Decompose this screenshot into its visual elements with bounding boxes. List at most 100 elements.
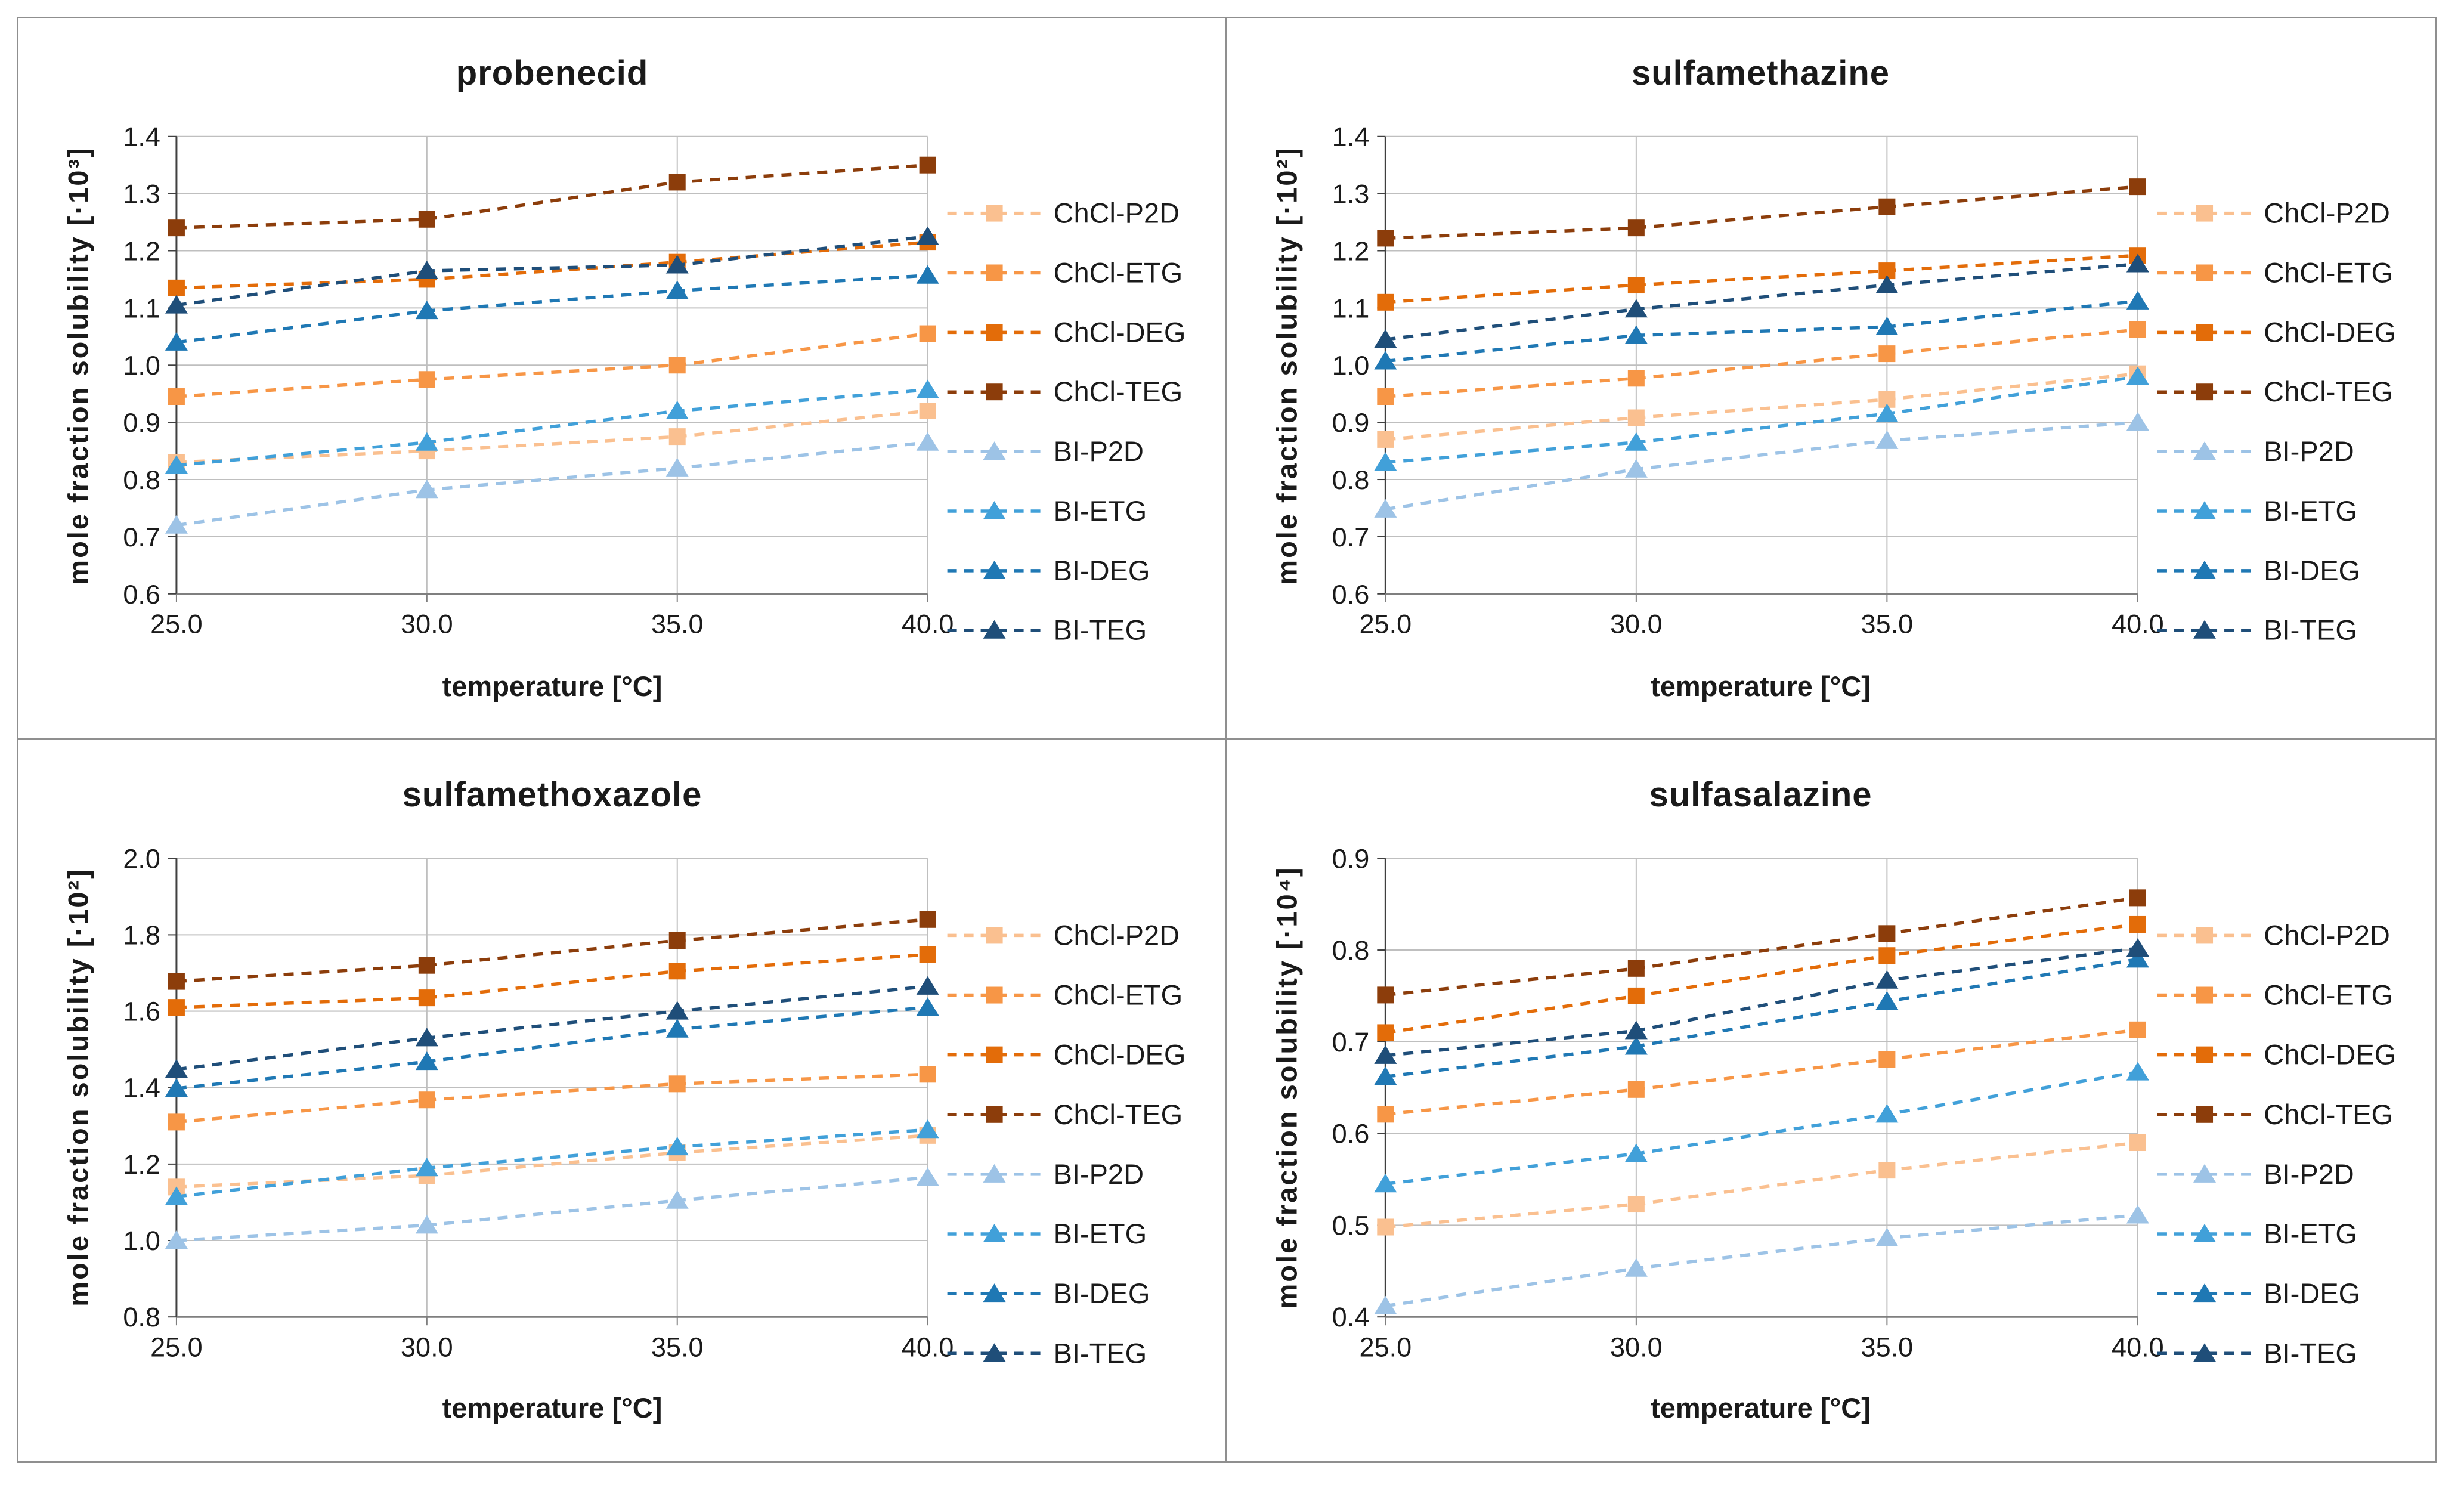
series-marker-BI-DEG — [2126, 948, 2149, 967]
svg-text:30.0: 30.0 — [401, 609, 453, 639]
legend-swatch-marker — [2193, 1342, 2216, 1362]
series-marker-BI-TEG — [665, 1001, 689, 1020]
series-marker-ChCl-DEG — [668, 962, 686, 979]
legend: ChCl-P2D ChCl-ETG ChCl-DEG ChCl-TEG BI-P2D BI… — [2157, 197, 2396, 646]
gridlines — [176, 135, 928, 594]
series-marker-ChCl-P2D — [1878, 1161, 1895, 1178]
y-tick-labels: 0.6 0.7 0.8 0.9 1.0 1.1 1.2 1.3 1.4 — [123, 122, 160, 610]
series-ChCl-P2D — [1376, 365, 2146, 448]
series-marker-ChCl-ETG — [1627, 1081, 1645, 1098]
series-line-ChCl-ETG — [1385, 1028, 2138, 1116]
series-marker-ChCl-ETG — [2129, 1021, 2146, 1038]
y-tick-labels: 0.4 0.5 0.6 0.7 0.8 0.9 — [1332, 843, 1369, 1332]
series-line-ChCl-TEG — [1385, 185, 2138, 240]
legend-swatch-marker — [2196, 383, 2213, 401]
chart-panel-sulfamethazine: 0.6 0.7 0.8 0.9 1.0 1.1 1.2 1.3 1.4 25.0 30.0 35.0 4… — [1227, 18, 2435, 740]
svg-text:25.0: 25.0 — [150, 609, 203, 639]
series-marker-BI-DEG — [1373, 351, 1397, 370]
series-BI-ETG — [1373, 366, 2149, 471]
y-tick-labels: 0.6 0.7 0.8 0.9 1.0 1.1 1.2 1.3 1.4 — [1332, 122, 1369, 610]
legend-label: ChCl-ETG — [2264, 979, 2393, 1010]
gridlines — [1385, 135, 2138, 594]
series-line-ChCl-DEG — [176, 952, 928, 1009]
svg-text:0.8: 0.8 — [123, 1302, 160, 1332]
series-marker-ChCl-ETG — [418, 1091, 435, 1108]
series-ChCl-ETG — [168, 1065, 936, 1130]
series-marker-BI-ETG — [2126, 366, 2149, 385]
series-ChCl-DEG — [1376, 247, 2146, 311]
series-ChCl-TEG — [1376, 889, 2146, 1003]
svg-text:0.6: 0.6 — [1332, 579, 1369, 610]
series-marker-BI-ETG — [1624, 432, 1648, 451]
series-marker-BI-TEG — [165, 1059, 188, 1078]
series-marker-ChCl-TEG — [1627, 960, 1645, 977]
series-marker-BI-ETG — [665, 401, 689, 419]
chart-panel-probenecid: 0.6 0.7 0.8 0.9 1.0 1.1 1.2 1.3 1.4 25.0 30.0 35.0 4… — [18, 18, 1227, 740]
x-tick-labels: 25.0 30.0 35.0 40.0 — [150, 609, 954, 639]
series-line-ChCl-TEG — [176, 163, 928, 230]
chart-title: sulfamethazine — [1632, 54, 1890, 92]
legend-label: BI-P2D — [1054, 1158, 1144, 1189]
series-ChCl-DEG — [1376, 915, 2146, 1041]
legend-label: BI-P2D — [2264, 435, 2354, 467]
chart-title: sulfamethoxazole — [402, 775, 702, 814]
series-marker-ChCl-TEG — [168, 973, 185, 990]
legend-label: ChCl-DEG — [1054, 1038, 1186, 1070]
svg-text:40.0: 40.0 — [2112, 609, 2164, 639]
legend-item-ChCl-DEG: ChCl-DEG — [2157, 316, 2396, 348]
series-marker-ChCl-ETG — [919, 1065, 936, 1082]
series-marker-BI-ETG — [1875, 1103, 1898, 1122]
legend-item-BI-ETG: BI-ETG — [947, 495, 1147, 527]
series-marker-ChCl-TEG — [1376, 230, 1394, 247]
x-axis-label: temperature [°C] — [1651, 670, 1871, 702]
svg-text:0.5: 0.5 — [1332, 1210, 1369, 1240]
series-ChCl-TEG — [168, 911, 936, 990]
series-line-ChCl-TEG — [1385, 896, 2138, 997]
series-line-BI-P2D — [176, 440, 928, 527]
legend-item-ChCl-P2D: ChCl-P2D — [947, 197, 1180, 229]
series-marker-ChCl-TEG — [668, 932, 686, 949]
series-marker-ChCl-P2D — [1627, 409, 1645, 426]
legend-item-BI-ETG: BI-ETG — [947, 1218, 1147, 1249]
legend-item-ChCl-ETG: ChCl-ETG — [2157, 257, 2393, 288]
series-marker-BI-P2D — [916, 1167, 939, 1186]
series-line-BI-DEG — [176, 1005, 928, 1090]
legend-swatch-marker — [986, 205, 1003, 222]
legend-label: BI-DEG — [1054, 555, 1150, 586]
series-marker-ChCl-TEG — [1878, 924, 1895, 942]
series-marker-ChCl-ETG — [1878, 345, 1895, 363]
svg-text:35.0: 35.0 — [1861, 1332, 1913, 1362]
legend-item-BI-ETG: BI-ETG — [2157, 1218, 2357, 1249]
series-line-BI-ETG — [1385, 375, 2138, 465]
series-marker-ChCl-ETG — [668, 1075, 686, 1092]
series-line-ChCl-P2D — [176, 1133, 928, 1189]
series-marker-ChCl-DEG — [919, 946, 936, 963]
svg-text:1.3: 1.3 — [123, 179, 160, 209]
legend-item-ChCl-ETG: ChCl-ETG — [947, 256, 1183, 288]
series-BI-TEG — [1373, 938, 2149, 1064]
svg-text:0.4: 0.4 — [1332, 1302, 1369, 1332]
series-marker-BI-TEG — [1875, 275, 1898, 294]
series-marker-ChCl-DEG — [1878, 946, 1895, 964]
plot-probenecid: 0.6 0.7 0.8 0.9 1.0 1.1 1.2 1.3 1.4 25.0 30.0 35.0 4… — [123, 122, 1185, 646]
legend-item-BI-DEG: BI-DEG — [2157, 1277, 2360, 1309]
chart-title: sulfasalazine — [1649, 775, 1872, 814]
svg-text:35.0: 35.0 — [1861, 609, 1913, 639]
svg-text:1.2: 1.2 — [123, 1149, 160, 1179]
legend-label: ChCl-DEG — [2264, 316, 2396, 348]
x-axis — [175, 1316, 928, 1325]
legend-swatch-marker — [983, 1283, 1006, 1302]
series-line-ChCl-DEG — [1385, 922, 2138, 1034]
svg-text:35.0: 35.0 — [651, 609, 704, 639]
series-marker-BI-P2D — [1373, 499, 1397, 518]
svg-text:0.7: 0.7 — [1332, 1026, 1369, 1057]
legend-swatch-marker — [983, 620, 1006, 639]
series-marker-BI-ETG — [916, 1119, 939, 1138]
legend-swatch-marker — [986, 324, 1003, 341]
series-marker-BI-DEG — [165, 332, 188, 351]
legend-swatch-marker — [983, 1164, 1006, 1183]
legend-swatch-marker — [2196, 1046, 2213, 1063]
series-marker-ChCl-P2D — [2129, 1134, 2146, 1151]
legend-swatch-marker — [986, 264, 1003, 281]
